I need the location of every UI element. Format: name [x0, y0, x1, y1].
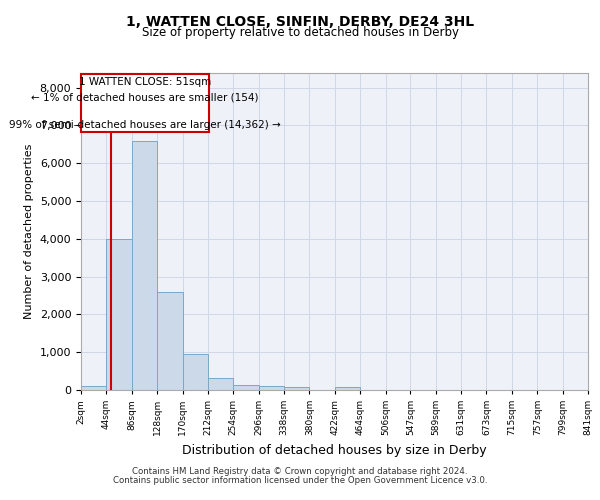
X-axis label: Distribution of detached houses by size in Derby: Distribution of detached houses by size …	[182, 444, 487, 456]
Bar	[182, 354, 208, 390]
FancyBboxPatch shape	[81, 74, 209, 132]
Text: 99% of semi-detached houses are larger (14,362) →: 99% of semi-detached houses are larger (…	[9, 120, 281, 130]
Bar	[233, 385, 259, 390]
Bar	[259, 386, 284, 390]
Bar	[132, 140, 157, 390]
Text: Size of property relative to detached houses in Derby: Size of property relative to detached ho…	[142, 26, 458, 39]
Text: Contains HM Land Registry data © Crown copyright and database right 2024.: Contains HM Land Registry data © Crown c…	[132, 467, 468, 476]
Text: ← 1% of detached houses are smaller (154): ← 1% of detached houses are smaller (154…	[31, 92, 259, 102]
Text: 1, WATTEN CLOSE, SINFIN, DERBY, DE24 3HL: 1, WATTEN CLOSE, SINFIN, DERBY, DE24 3HL	[126, 15, 474, 29]
Bar	[81, 386, 106, 390]
Bar	[335, 388, 360, 390]
Bar	[106, 239, 132, 390]
Bar	[157, 292, 182, 390]
Y-axis label: Number of detached properties: Number of detached properties	[24, 144, 34, 319]
Text: 1 WATTEN CLOSE: 51sqm: 1 WATTEN CLOSE: 51sqm	[79, 77, 211, 87]
Bar	[284, 388, 310, 390]
Bar	[208, 378, 233, 390]
Text: Contains public sector information licensed under the Open Government Licence v3: Contains public sector information licen…	[113, 476, 487, 485]
